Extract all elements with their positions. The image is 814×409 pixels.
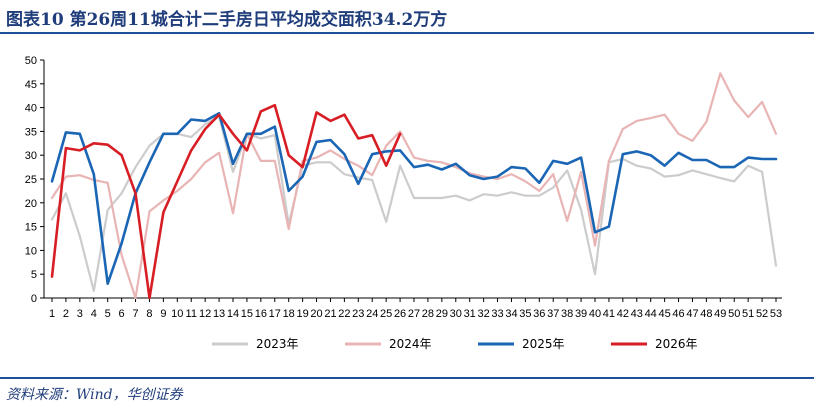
x-tick-label: 13 [213,308,225,320]
y-tick-label: 0 [31,293,37,305]
x-tick-label: 31 [464,308,476,320]
y-tick-label: 15 [25,222,37,234]
source-note: 资料来源：Wind，华创证券 [6,387,183,403]
x-tick-label: 15 [241,308,253,320]
x-tick-label: 7 [132,308,138,320]
x-tick-label: 28 [422,308,434,320]
x-tick-label: 48 [700,308,712,320]
x-tick-label: 40 [589,308,601,320]
x-tick-label: 4 [91,308,97,320]
y-tick-label: 20 [25,198,37,210]
y-tick-label: 30 [25,150,37,162]
y-tick-labels: 0 5 10 15 20 25 30 35 40 45 50 [25,55,37,305]
series-line-3 [50,112,778,285]
x-tick-label: 9 [160,308,166,320]
x-tick-label: 2 [63,308,69,320]
y-tick-label: 50 [25,55,37,67]
x-tick-label: 8 [146,308,152,320]
x-tick-label: 53 [770,308,782,320]
x-tick-label: 24 [366,308,378,320]
legend-label-3: 2025年 [522,337,565,351]
x-tick-label: 12 [199,308,211,320]
x-tick-label: 49 [714,308,726,320]
x-tick-label: 26 [394,308,406,320]
y-tick-label: 10 [25,245,37,257]
x-tick-label: 33 [491,308,503,320]
y-tick-label: 5 [31,269,37,281]
x-tick-label: 37 [547,308,559,320]
x-tick-label: 34 [505,308,517,320]
x-tick-label: 10 [171,308,183,320]
series-line-2 [50,72,778,300]
y-tick-label: 25 [25,174,37,186]
x-tick-label: 41 [603,308,615,320]
x-tick-label: 47 [686,308,698,320]
x-tick-label: 22 [338,308,350,320]
legend-label-4: 2026年 [655,337,698,351]
x-tick-label: 16 [255,308,267,320]
series-line-4 [50,103,402,300]
x-tick-label: 25 [380,308,392,320]
x-tick-label: 6 [119,308,125,320]
x-tick-label: 32 [477,308,489,320]
x-tick-label: 36 [533,308,545,320]
x-tick-labels: 1 2 3 4 5 6 7 8 9 10 11 12 13 14 15 16 17 18 19 20 21 22 23 24 2… [49,308,782,320]
x-tick-label: 19 [296,308,308,320]
x-tick-label: 18 [283,308,295,320]
x-tick-label: 21 [324,308,336,320]
x-tick-label: 38 [561,308,573,320]
chart-legend: 2023年 2024年 2025年 2026年 [212,337,698,351]
y-tick-label: 35 [25,126,37,138]
x-tick-label: 14 [227,308,239,320]
x-tick-label: 17 [269,308,281,320]
x-tick-label: 50 [728,308,740,320]
x-tick-label: 11 [186,308,197,320]
x-tick-label: 44 [645,308,657,320]
x-tick-label: 23 [352,308,364,320]
x-tick-label: 3 [77,308,83,320]
chart-series [50,72,778,300]
line-chart: 1 2 3 4 5 6 7 8 9 10 11 12 13 14 15 16 17 18 19 20 21 22 23 24 2… [25,55,782,351]
x-tick-label: 29 [436,308,448,320]
x-tick-label: 46 [672,308,684,320]
x-tick-label: 43 [631,308,643,320]
x-tick-label: 45 [658,308,670,320]
x-tick-label: 27 [408,308,420,320]
title-divider [0,32,814,34]
x-tick-label: 5 [105,308,111,320]
x-tick-label: 39 [575,308,587,320]
legend-label-1: 2023年 [256,337,299,351]
y-tick-label: 45 [25,79,37,91]
y-tick-label: 40 [25,103,37,115]
source-divider [0,377,814,379]
x-tick-label: 30 [450,308,462,320]
x-tick-label: 1 [49,308,55,320]
x-tick-label: 35 [519,308,531,320]
x-tick-label: 42 [617,308,629,320]
x-tick-label: 52 [756,308,768,320]
title-bar: 图表10 第26周11城合计二手房日平均成交面积34.2万方 [0,0,814,32]
chart-axes [40,59,782,302]
x-tick-label: 20 [310,308,322,320]
legend-label-2: 2024年 [389,337,432,351]
page-title: 图表10 第26周11城合计二手房日平均成交面积34.2万方 [6,10,448,30]
x-tick-label: 51 [742,308,754,320]
